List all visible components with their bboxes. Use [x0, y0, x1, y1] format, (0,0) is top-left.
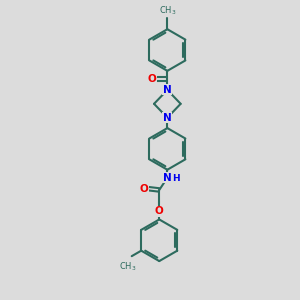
- Text: CH$_3$: CH$_3$: [119, 260, 137, 273]
- Text: N: N: [163, 85, 172, 95]
- Text: CH$_3$: CH$_3$: [159, 4, 176, 17]
- Text: O: O: [148, 74, 157, 84]
- Text: H: H: [172, 174, 180, 183]
- Text: N: N: [163, 113, 172, 123]
- Text: O: O: [140, 184, 148, 194]
- Text: N: N: [163, 173, 172, 183]
- Text: O: O: [155, 206, 164, 216]
